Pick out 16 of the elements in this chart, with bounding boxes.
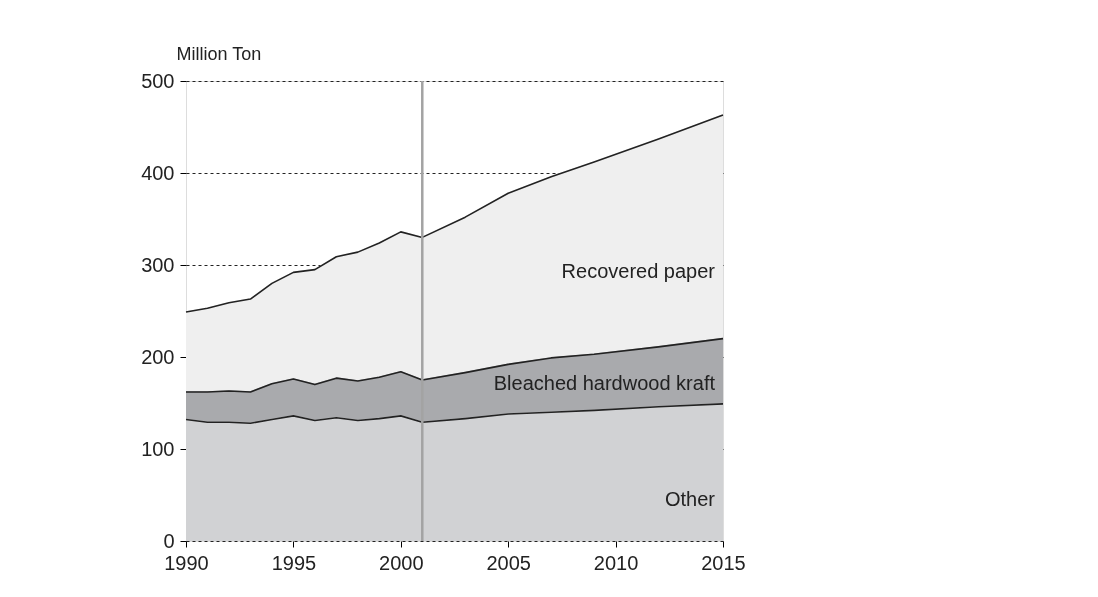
x-tick-label: 2015	[701, 551, 746, 574]
series-label: Other	[664, 487, 716, 510]
y-tick-label: 300	[141, 253, 175, 276]
series-label: Bleached hardwood kraft	[493, 372, 716, 395]
x-tick-label: 2010	[593, 551, 639, 574]
x-tick-label: 1990	[164, 551, 209, 574]
y-tick-label: 400	[141, 161, 175, 184]
y-tick-label: 100	[141, 437, 175, 460]
x-tick-label: 1995	[271, 551, 317, 574]
series-label: Recovered paper	[561, 259, 716, 282]
x-tick-label: 2000	[379, 551, 424, 574]
y-tick-label: 200	[141, 345, 175, 368]
x-tick-label: 2005	[486, 551, 531, 574]
y-tick-label: 500	[141, 69, 175, 92]
y-tick-label: 0	[163, 529, 175, 552]
y-axis-title: Million Ton	[176, 43, 262, 64]
